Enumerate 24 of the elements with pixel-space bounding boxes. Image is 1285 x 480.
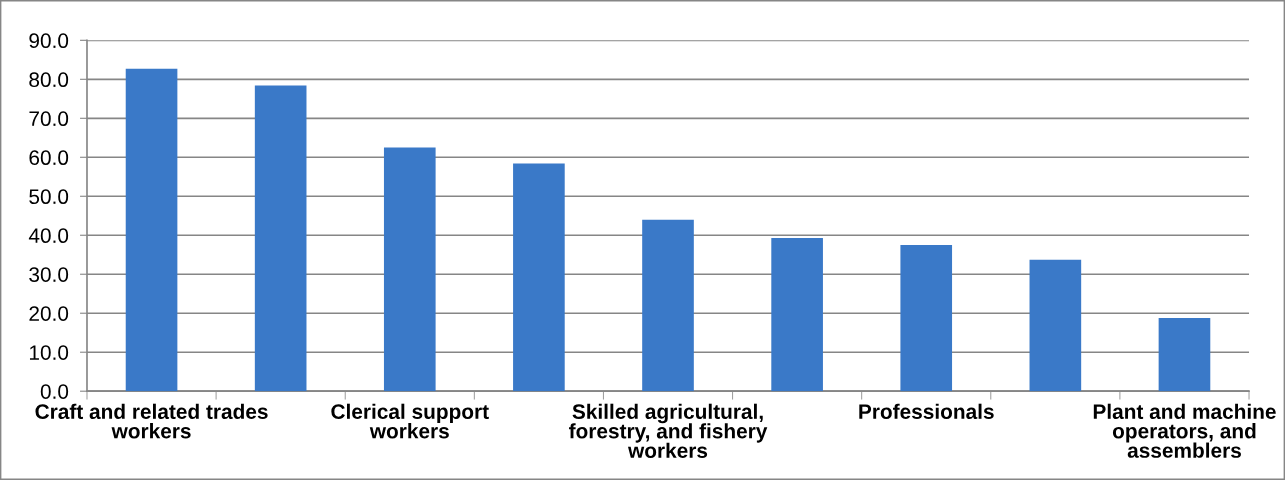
y-tick-label: 80.0 [29, 72, 69, 88]
x-tick-label: Professionals [859, 403, 994, 419]
bar [642, 219, 694, 392]
bar [1158, 317, 1211, 392]
x-tick-label: Plant and machine operators, and assemblers [1093, 403, 1276, 458]
x-tick-label: Craft and related trades workers [35, 403, 268, 439]
x-tick-label: Clerical support workers [331, 403, 489, 439]
y-tick-label: 60.0 [29, 150, 69, 166]
y-tick-label: 70.0 [29, 111, 69, 127]
bar [771, 237, 823, 392]
y-tick-label: 10.0 [29, 345, 69, 360]
bar [383, 147, 436, 392]
y-tick-label: 90.0 [29, 33, 69, 49]
y-tick-label: 0.0 [40, 384, 69, 399]
y-tick-label: 40.0 [28, 228, 69, 244]
bar [254, 85, 307, 392]
bar [125, 68, 178, 392]
y-tick-label: 30.0 [29, 267, 69, 282]
y-tick-label: 50.0 [29, 189, 69, 205]
bar [1029, 259, 1082, 392]
bar [513, 163, 565, 392]
bar [900, 245, 953, 392]
x-tick-label: Skilled agricultural, forestry, and fishery workers [568, 403, 768, 458]
y-tick-label: 20.0 [29, 306, 69, 321]
